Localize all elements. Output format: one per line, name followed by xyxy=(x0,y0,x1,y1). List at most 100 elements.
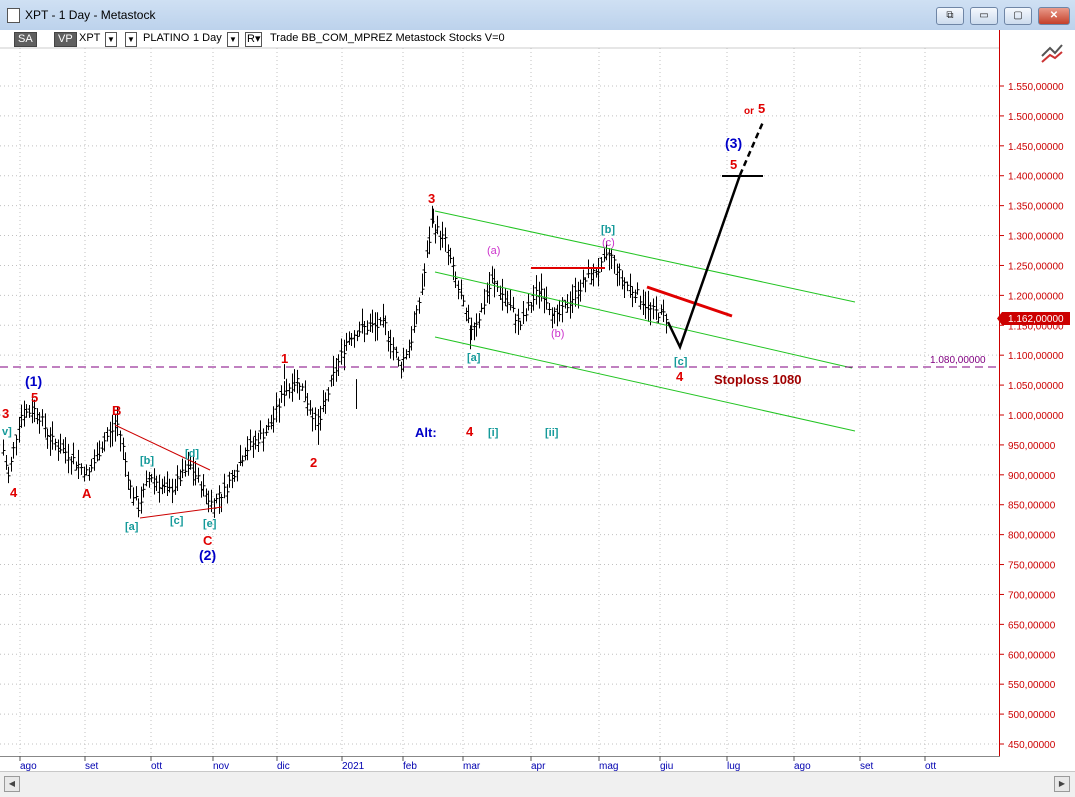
wave-label: 5 xyxy=(758,101,765,116)
price-tick-label: 900,00000 xyxy=(1008,471,1056,482)
toolbar-info: Trade BB_COM_MPREZ Metastock Stocks V=0 xyxy=(270,32,505,44)
ohlc-bars xyxy=(1,205,669,518)
time-tick-label: lug xyxy=(727,761,740,772)
window-title: XPT - 1 Day - Metastock xyxy=(25,8,156,22)
time-axis-ticks: ago set ott nov dic 2021 feb mar apr mag giu lug ago… xyxy=(19,756,936,772)
horizontal-scrollbar[interactable]: ◀ ▶ xyxy=(0,771,1075,797)
scroll-left-button[interactable]: ◀ xyxy=(4,776,20,792)
channel-upper-line xyxy=(434,210,856,303)
stoploss-value-label: 1.080,00000 xyxy=(930,355,986,366)
wave-label: [e] xyxy=(203,518,217,530)
wave-label: [a] xyxy=(467,352,481,364)
price-tick-label: 500,00000 xyxy=(1008,710,1056,721)
time-tick-label: ago xyxy=(794,761,811,772)
wave-label: 4 xyxy=(676,369,684,384)
price-tick-label: 1.550,00000 xyxy=(1008,82,1064,93)
channel-middle-line xyxy=(434,271,853,369)
time-tick-label: set xyxy=(85,761,99,772)
price-tick-label: 450,00000 xyxy=(1008,740,1056,751)
projection-path xyxy=(666,174,742,351)
time-tick-label: mar xyxy=(463,761,481,772)
or-label: or xyxy=(744,106,754,117)
last-price-label: 1.162,00000 xyxy=(1008,314,1064,325)
wave-label: 1 xyxy=(281,351,288,366)
name-dropdown[interactable]: ▼ xyxy=(125,32,137,47)
wave-label: (3) xyxy=(725,135,742,151)
price-axis-ticks: 1.550,00000 1.500,00000 1.450,00000 1.400,0… xyxy=(1000,82,1064,751)
wave-label: [a] xyxy=(125,521,139,533)
wave-label: [c] xyxy=(170,515,184,527)
price-tick-label: 1.100,00000 xyxy=(1008,351,1064,362)
period-dropdown[interactable]: ▼ xyxy=(227,32,239,47)
scroll-right-button[interactable]: ▶ xyxy=(1054,776,1070,792)
document-icon xyxy=(7,8,20,23)
time-tick-label: 2021 xyxy=(342,761,365,772)
time-tick-label: apr xyxy=(531,761,546,772)
time-tick-label: set xyxy=(860,761,874,772)
minimize-button[interactable]: ▭ xyxy=(970,7,998,25)
wave-label: 3 xyxy=(428,191,435,206)
symbol-dropdown[interactable]: ▼ xyxy=(105,32,117,47)
alt-label: Alt: xyxy=(415,425,437,440)
price-tick-label: 650,00000 xyxy=(1008,620,1056,631)
price-tick-label: 1.500,00000 xyxy=(1008,112,1064,123)
price-tick-label: 850,00000 xyxy=(1008,501,1056,512)
time-tick-label: giu xyxy=(660,761,673,772)
price-tick-label: 1.400,00000 xyxy=(1008,172,1064,183)
price-tick-label: 550,00000 xyxy=(1008,680,1056,691)
wave-label: (c) xyxy=(602,237,615,249)
wave-label: 5 xyxy=(730,157,737,172)
time-tick-label: ott xyxy=(925,761,936,772)
wave-label: 5 xyxy=(31,390,38,405)
wave-label: 3 xyxy=(2,406,9,421)
title-bar: XPT - 1 Day - Metastock ⧉ ▭ ▢ ✕ xyxy=(0,0,1075,31)
price-tick-label: 750,00000 xyxy=(1008,561,1056,572)
trend-lines xyxy=(0,121,1000,519)
time-tick-label: mag xyxy=(599,761,618,772)
wave-label: 2 xyxy=(310,455,317,470)
price-tick-label: 1.200,00000 xyxy=(1008,291,1064,302)
time-tick-label: ott xyxy=(151,761,162,772)
chart-tool-icon[interactable] xyxy=(1041,44,1063,63)
last-price-pointer xyxy=(997,312,1002,325)
restore-group-button[interactable]: ⧉ xyxy=(936,7,964,25)
wave-label: [ii] xyxy=(545,427,559,439)
price-tick-label: 1.450,00000 xyxy=(1008,142,1064,153)
wave-label: [b] xyxy=(601,224,615,236)
wave-label: 4 xyxy=(466,424,474,439)
price-tick-label: 700,00000 xyxy=(1008,590,1056,601)
chart-toolbar: SA VP XPT ▼ ▼ PLATINO 1 Day ▼ R▾ Trade B… xyxy=(0,30,1075,48)
wave-label: v] xyxy=(2,426,12,438)
triangle-lower-line xyxy=(139,506,223,519)
downtrend-line xyxy=(646,285,733,318)
close-button[interactable]: ✕ xyxy=(1038,7,1070,25)
time-tick-label: dic xyxy=(277,761,290,772)
time-tick-label: nov xyxy=(213,761,229,772)
stoploss-label: Stoploss 1080 xyxy=(714,372,801,387)
period-label: 1 Day xyxy=(193,32,222,44)
wave-label: C xyxy=(203,533,213,548)
wave-label: (2) xyxy=(199,547,216,563)
projection-dashed xyxy=(738,121,765,176)
vp-button[interactable]: VP xyxy=(54,32,77,47)
time-tick-label: feb xyxy=(403,761,417,772)
wave-label: [i] xyxy=(488,427,499,439)
security-name: PLATINO xyxy=(143,32,190,44)
maximize-button[interactable]: ▢ xyxy=(1004,7,1032,25)
wave-label: (b) xyxy=(551,328,564,340)
r-dropdown[interactable]: R▾ xyxy=(245,32,263,47)
wave-label: B xyxy=(112,403,121,418)
time-tick-label: ago xyxy=(20,761,37,772)
price-tick-label: 1.050,00000 xyxy=(1008,381,1064,392)
price-tick-label: 600,00000 xyxy=(1008,650,1056,661)
horizontal-grid xyxy=(0,85,999,745)
channel-lower-line xyxy=(434,336,856,432)
price-tick-label: 1.000,00000 xyxy=(1008,411,1064,422)
wave-label: [c] xyxy=(674,356,688,368)
price-tick-label: 1.350,00000 xyxy=(1008,202,1064,213)
wave-label: 4 xyxy=(10,485,18,500)
price-tick-label: 1.250,00000 xyxy=(1008,261,1064,272)
symbol-label: XPT xyxy=(79,32,101,44)
sa-button[interactable]: SA xyxy=(14,32,37,47)
